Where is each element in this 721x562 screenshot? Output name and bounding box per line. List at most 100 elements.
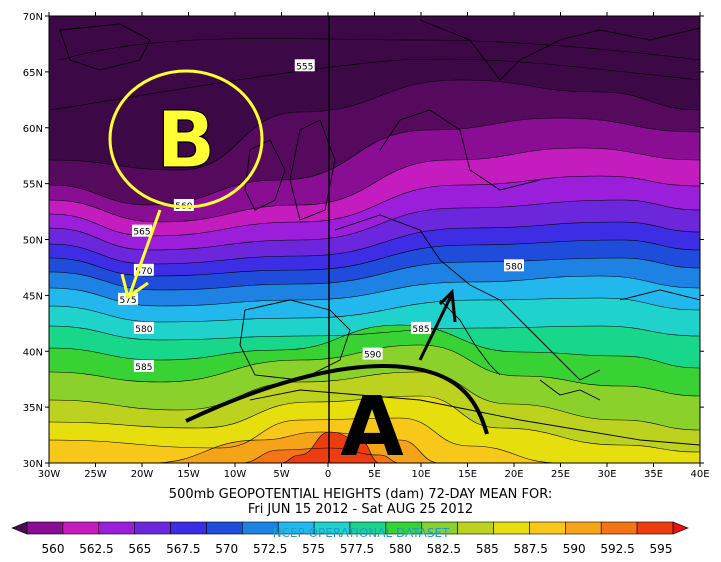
contour-line	[49, 371, 700, 431]
contour-label: 575	[119, 296, 136, 306]
low-circle	[108, 69, 264, 209]
annotation-high-a: A	[185, 288, 489, 475]
high-label: A	[340, 380, 404, 475]
lat-tick-label: 55N	[23, 180, 43, 191]
colorbar-left-triangle	[11, 521, 28, 535]
caption-line-2: Fri JUN 15 2012 - Sat AUG 25 2012	[247, 502, 474, 517]
colorbar-segment	[134, 521, 171, 535]
contour-line	[149, 431, 441, 463]
lon-tick-label: 15E	[458, 469, 477, 480]
lon-tick-label: 5E	[368, 469, 381, 480]
caption-line-1: 500mb GEOPOTENTIAL HEIGHTS (dam) 72-DAY …	[168, 487, 553, 502]
contour-line	[239, 447, 401, 463]
colorbar-segment	[529, 521, 566, 535]
land-outlines	[59, 19, 700, 446]
low-arrow-shaft	[128, 209, 162, 295]
colorbar-labels: 560 562.5 565 567.5 570 572.5 575 577.5 580 582.5…	[42, 542, 673, 556]
colorbar-label: 565	[128, 542, 151, 556]
high-arrow-head	[438, 288, 457, 323]
coastline	[59, 23, 151, 71]
contour-label-box	[133, 321, 154, 334]
contour-line	[279, 431, 381, 463]
contour-line	[49, 58, 700, 111]
high-arrow-shaft	[418, 295, 453, 361]
colorbar-label: 575	[302, 542, 325, 556]
colorbar-segment	[457, 521, 494, 535]
colorbar	[11, 521, 689, 535]
colorbar-label: 572.5	[253, 542, 287, 556]
colorbar-segment	[170, 521, 207, 535]
contour-label: 580	[135, 325, 152, 335]
colorbar-segment	[565, 521, 602, 535]
coastline	[419, 19, 700, 81]
colorbar-source: NCEP OPERATIONAL DATASET	[273, 526, 450, 540]
contour-label-box	[504, 259, 524, 272]
coastline	[249, 389, 700, 446]
contour-line	[49, 79, 700, 171]
contour-line	[59, 38, 700, 61]
lon-tick-label: 20W	[131, 469, 154, 480]
contour-line	[49, 297, 700, 323]
contour-label: 570	[135, 267, 152, 277]
colorbar-segment	[62, 521, 100, 535]
colorbar-label: 567.5	[166, 542, 200, 556]
coastline	[289, 119, 336, 221]
contour-label: 585	[412, 325, 429, 335]
lat-tick-label: 35N	[23, 403, 43, 414]
colorbar-label: 562.5	[79, 542, 113, 556]
coastline	[379, 109, 541, 191]
contour-label: 580	[505, 262, 522, 272]
colorbar-segment	[206, 521, 243, 535]
contour-line	[49, 324, 700, 369]
contour-label-box	[294, 59, 315, 72]
contour-line	[49, 147, 700, 223]
colorbar-label: 570	[215, 542, 238, 556]
contour-line	[49, 199, 700, 251]
coastline	[539, 379, 601, 401]
contour-line	[49, 325, 700, 341]
contour-line	[49, 417, 561, 463]
ridge-arc	[185, 364, 489, 435]
lon-tick-label: 10E	[411, 469, 430, 480]
colorbar-segment	[636, 521, 674, 535]
lat-tick-label: 45N	[23, 291, 43, 302]
lon-tick-label: 25E	[551, 469, 570, 480]
contour-label-box	[133, 359, 154, 372]
contour-label-box	[118, 292, 139, 305]
colorbar-label: 560	[42, 542, 65, 556]
contour-line	[49, 275, 700, 307]
lat-tick-label: 30N	[23, 459, 43, 470]
lon-tick-label: 10W	[224, 469, 247, 480]
lon-tick-label: 30E	[597, 469, 616, 480]
contour-line	[49, 117, 700, 206]
lon-tick-label: 20E	[504, 469, 523, 480]
colorbar-segment	[26, 521, 64, 535]
low-label: B	[156, 96, 215, 186]
lon-tick-label: 0	[325, 469, 331, 480]
colorbar-segment	[493, 521, 530, 535]
lat-tick-label: 65N	[23, 68, 43, 79]
contour-label: 585	[135, 363, 152, 373]
lon-tick-label: 25W	[84, 469, 107, 480]
coastline	[334, 214, 501, 301]
colorbar-segment	[98, 521, 135, 535]
colorbar-label: 577.5	[340, 542, 374, 556]
contour-label: 565	[133, 228, 150, 238]
contour-line	[49, 395, 700, 453]
lat-tick-label: 50N	[23, 236, 43, 247]
contour-label-box	[132, 224, 152, 237]
colorbar-segment	[600, 521, 638, 535]
colorbar-label: 580	[389, 542, 412, 556]
lat-tick-label: 70N	[23, 12, 43, 23]
annotation-low-b: B	[108, 69, 264, 300]
colorbar-label: 582.5	[427, 542, 461, 556]
lon-tick-label: 5W	[273, 469, 289, 480]
contour-line	[49, 344, 700, 397]
low-arrow-head	[120, 273, 149, 300]
lat-tick-label: 40N	[23, 347, 43, 358]
colorbar-label: 587.5	[514, 542, 548, 556]
contour-line	[49, 239, 700, 277]
